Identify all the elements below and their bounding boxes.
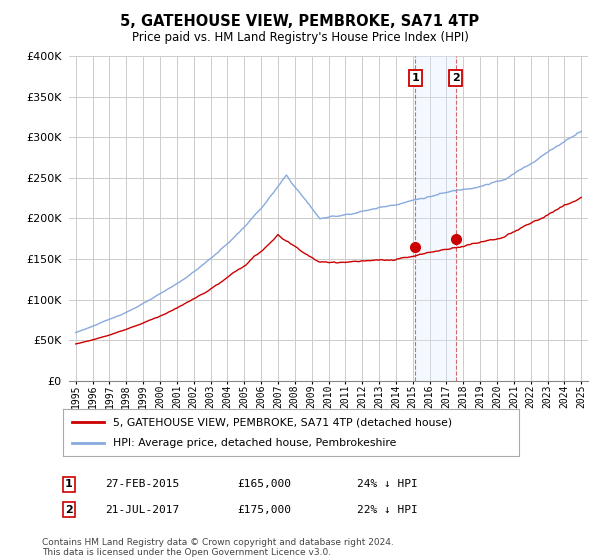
Text: HPI: Average price, detached house, Pembrokeshire: HPI: Average price, detached house, Pemb… [113,438,397,448]
Text: 5, GATEHOUSE VIEW, PEMBROKE, SA71 4TP: 5, GATEHOUSE VIEW, PEMBROKE, SA71 4TP [121,14,479,29]
Text: 2: 2 [452,73,460,83]
Text: 5, GATEHOUSE VIEW, PEMBROKE, SA71 4TP (detached house): 5, GATEHOUSE VIEW, PEMBROKE, SA71 4TP (d… [113,417,452,427]
Text: £175,000: £175,000 [237,505,291,515]
Text: 22% ↓ HPI: 22% ↓ HPI [357,505,418,515]
Text: 1: 1 [65,479,73,489]
Text: 1: 1 [412,73,419,83]
Text: 21-JUL-2017: 21-JUL-2017 [105,505,179,515]
Text: 27-FEB-2015: 27-FEB-2015 [105,479,179,489]
Text: Price paid vs. HM Land Registry's House Price Index (HPI): Price paid vs. HM Land Registry's House … [131,31,469,44]
Text: Contains HM Land Registry data © Crown copyright and database right 2024.
This d: Contains HM Land Registry data © Crown c… [42,538,394,557]
Text: 2: 2 [65,505,73,515]
Bar [415,56,456,381]
Text: £165,000: £165,000 [237,479,291,489]
Text: 24% ↓ HPI: 24% ↓ HPI [357,479,418,489]
